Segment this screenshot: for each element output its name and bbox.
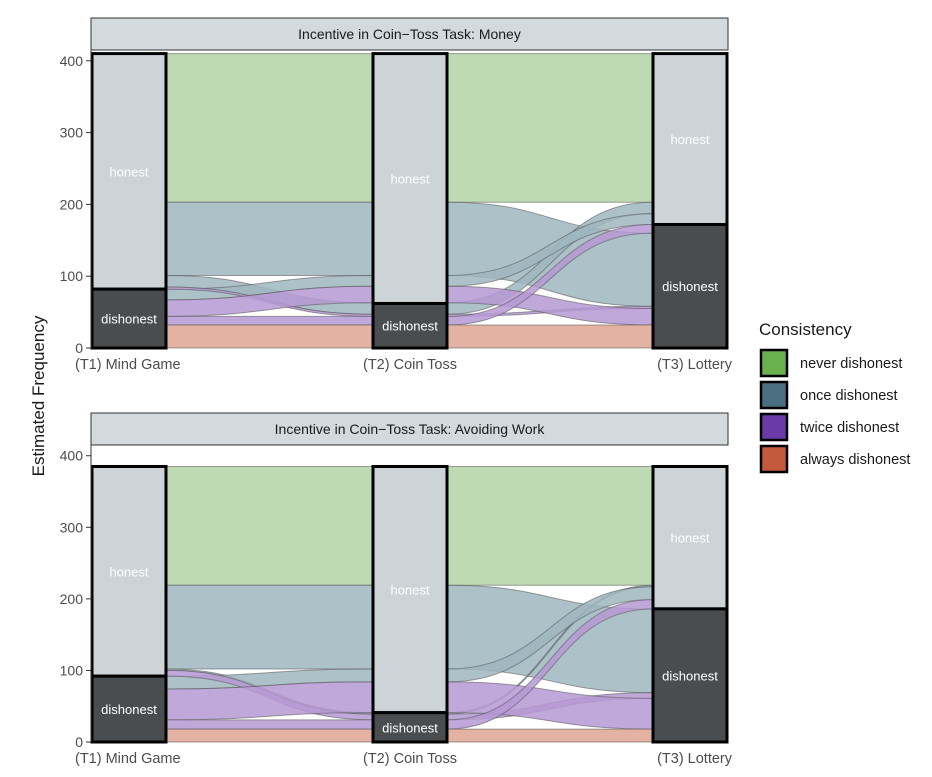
stratum-label-honest: honest: [670, 132, 709, 147]
stratum-dishonest: [371, 301, 449, 350]
y-tick-label: 400: [60, 53, 84, 69]
panel-title: Incentive in Coin−Toss Task: Avoiding Wo…: [275, 421, 546, 437]
legend-label: always dishonest: [800, 452, 910, 468]
stratum-honest: [90, 52, 168, 291]
x-tick-label: (T2) Coin Toss: [363, 357, 457, 373]
panel-title: Incentive in Coin−Toss Task: Money: [298, 26, 521, 42]
stratum-dishonest: [371, 711, 449, 744]
flows: [165, 465, 654, 743]
legend-swatch: [759, 444, 789, 474]
legend-label: once dishonest: [800, 388, 898, 404]
panel-1: Incentive in Coin−Toss Task: Money 0 100 20…: [60, 17, 733, 373]
y-tick-label: 300: [60, 519, 84, 535]
stratum-dishonest: [90, 674, 168, 744]
legend-label: twice dishonest: [800, 420, 899, 436]
y-tick-label: 200: [60, 196, 84, 212]
legend-title: Consistency: [759, 320, 852, 339]
legend: Consistency never dishonest once dishonest…: [759, 320, 910, 474]
stratum-honest: [371, 464, 449, 715]
stratum-label-dishonest: dishonest: [382, 720, 438, 735]
stratum-label-honest: honest: [390, 172, 429, 187]
x-tick-label: (T3) Lottery: [657, 357, 733, 373]
panel-2: Incentive in Coin−Toss Task: Avoiding Wo…: [60, 412, 733, 767]
panels: Incentive in Coin−Toss Task: Money 0 100 20…: [60, 17, 733, 767]
stratum-dishonest: [651, 222, 729, 350]
panel-strip: [90, 17, 729, 51]
stratum-label-honest: honest: [390, 583, 429, 598]
legend-swatch: [759, 380, 789, 410]
y-axis-label: Estimated Frequency: [29, 315, 48, 476]
stratum-dishonest: [90, 287, 168, 350]
stratum-dishonest: [651, 607, 729, 744]
y-tick-label: 0: [75, 734, 83, 750]
stratum-label-dishonest: dishonest: [662, 668, 718, 683]
stratum-label-dishonest: dishonest: [662, 279, 718, 294]
stratum-label-dishonest: dishonest: [101, 702, 157, 717]
y-tick-label: 0: [75, 340, 83, 356]
stratum-honest: [651, 52, 729, 226]
stratum-label-dishonest: dishonest: [382, 319, 438, 334]
stratum-label-honest: honest: [109, 164, 148, 179]
x-tick-label: (T1) Mind Game: [75, 357, 181, 373]
y-tick-label: 100: [60, 268, 84, 284]
x-tick-label: (T1) Mind Game: [75, 751, 181, 767]
stratum-honest: [651, 464, 729, 611]
y-tick-label: 100: [60, 662, 84, 678]
x-tick-label: (T3) Lottery: [657, 751, 733, 767]
y-tick-label: 400: [60, 448, 84, 464]
panel-strip: [90, 412, 729, 446]
x-tick-label: (T2) Coin Toss: [363, 751, 457, 767]
stratum-label-honest: honest: [109, 564, 148, 579]
stratum-label-honest: honest: [670, 531, 709, 546]
legend-label: never dishonest: [800, 356, 902, 372]
y-tick-label: 300: [60, 125, 84, 141]
stratum-label-dishonest: dishonest: [101, 312, 157, 327]
y-tick-label: 200: [60, 591, 84, 607]
legend-swatch: [759, 348, 789, 378]
legend-swatch: [759, 412, 789, 442]
